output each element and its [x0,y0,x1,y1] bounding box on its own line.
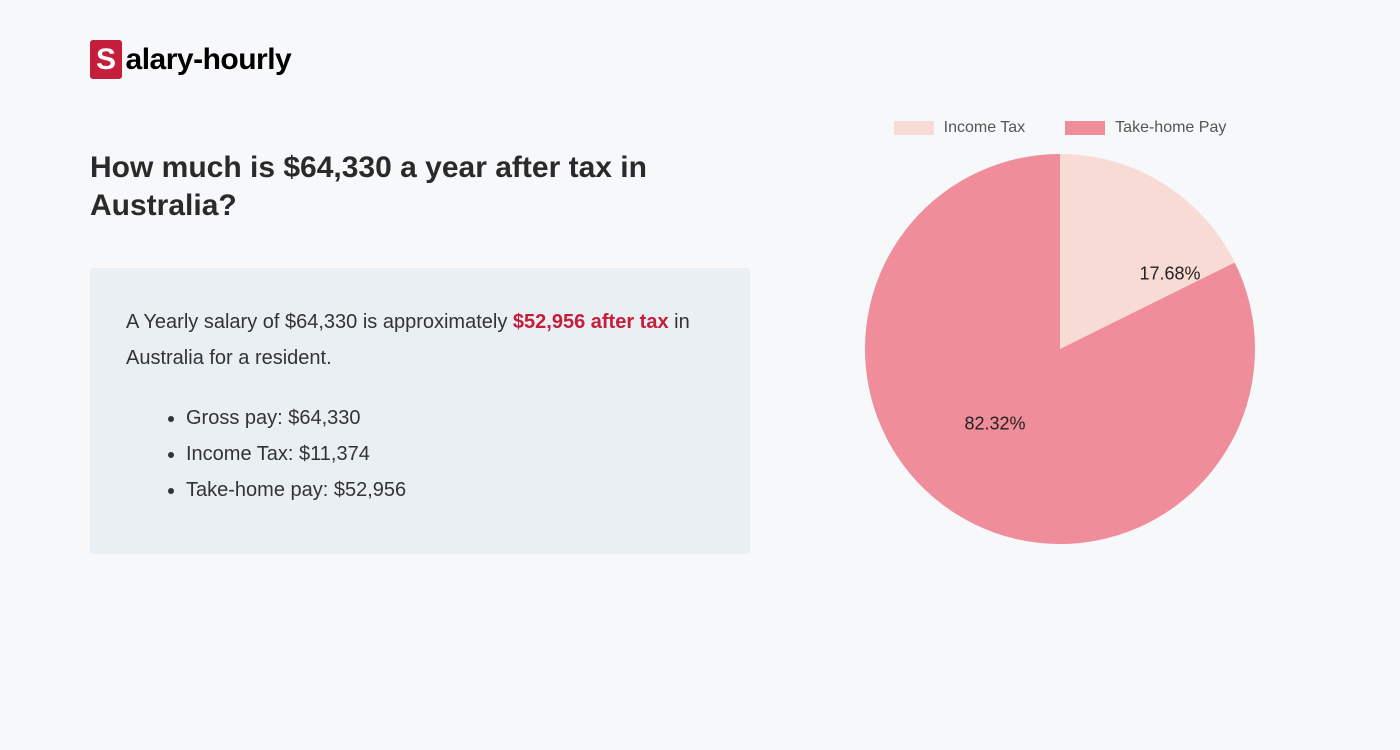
summary-bullets: Gross pay: $64,330 Income Tax: $11,374 T… [126,400,714,508]
pie-label-takehome: 82.32% [964,414,1025,435]
legend-item-income-tax: Income Tax [894,119,1026,137]
legend-swatch-income-tax [894,121,934,135]
bullet-tax: Income Tax: $11,374 [186,436,714,472]
legend-label-income-tax: Income Tax [944,119,1026,137]
bullet-takehome: Take-home pay: $52,956 [186,472,714,508]
pie-label-income-tax: 17.68% [1139,264,1200,285]
site-logo: Salary-hourly [90,40,1310,79]
pie-svg [860,149,1260,549]
page-title: How much is $64,330 a year after tax in … [90,149,750,224]
bullet-gross: Gross pay: $64,330 [186,400,714,436]
legend-label-takehome: Take-home Pay [1115,119,1226,137]
chart-legend: Income Tax Take-home Pay [894,119,1227,137]
legend-swatch-takehome [1065,121,1105,135]
summary-highlight: $52,956 after tax [513,311,669,333]
logo-text: alary-hourly [126,43,292,77]
logo-badge: S [90,40,122,79]
summary-pre: A Yearly salary of $64,330 is approximat… [126,311,513,333]
summary-box: A Yearly salary of $64,330 is approximat… [90,268,750,554]
legend-item-takehome: Take-home Pay [1065,119,1226,137]
pie-chart: 17.68% 82.32% [860,149,1260,554]
summary-text: A Yearly salary of $64,330 is approximat… [126,304,714,376]
